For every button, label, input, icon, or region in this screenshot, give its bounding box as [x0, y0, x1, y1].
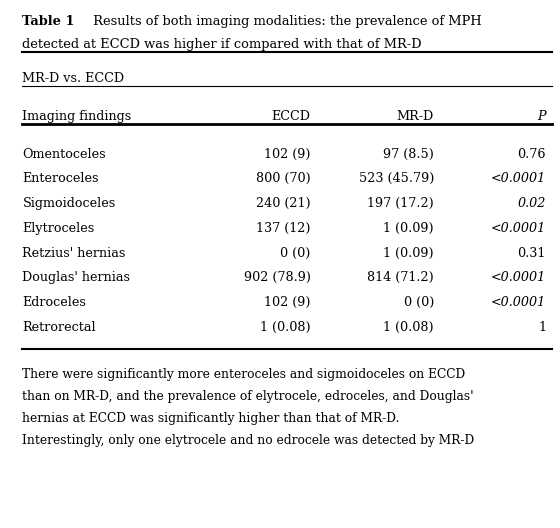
Text: 0 (0): 0 (0) [404, 296, 434, 309]
Text: MR-D: MR-D [396, 110, 434, 124]
Text: 800 (70): 800 (70) [256, 172, 311, 185]
Text: P: P [538, 110, 546, 124]
Text: hernias at ECCD was significantly higher than that of MR-D.: hernias at ECCD was significantly higher… [22, 412, 400, 426]
Text: Results of both imaging modalities: the prevalence of MPH: Results of both imaging modalities: the … [85, 15, 482, 28]
Text: Table 1: Table 1 [22, 15, 75, 28]
Text: detected at ECCD was higher if compared with that of MR-D: detected at ECCD was higher if compared … [22, 38, 422, 51]
Text: Sigmoidoceles: Sigmoidoceles [22, 197, 116, 210]
Text: 1 (0.08): 1 (0.08) [260, 320, 311, 334]
Text: than on MR-D, and the prevalence of elytrocele, edroceles, and Douglas': than on MR-D, and the prevalence of elyt… [22, 390, 474, 403]
Text: Omentoceles: Omentoceles [22, 148, 106, 161]
Text: ECCD: ECCD [272, 110, 311, 124]
Text: There were significantly more enteroceles and sigmoidoceles on ECCD: There were significantly more enterocele… [22, 369, 466, 381]
Text: 0 (0): 0 (0) [281, 247, 311, 260]
Text: Interestingly, only one elytrocele and no edrocele was detected by MR-D: Interestingly, only one elytrocele and n… [22, 435, 475, 447]
Text: 240 (21): 240 (21) [256, 197, 311, 210]
Text: 814 (71.2): 814 (71.2) [367, 271, 434, 284]
Text: 902 (78.9): 902 (78.9) [244, 271, 311, 284]
Text: Retrorectal: Retrorectal [22, 320, 96, 334]
Text: Elytroceles: Elytroceles [22, 222, 95, 235]
Text: 0.31: 0.31 [517, 247, 546, 260]
Text: 97 (8.5): 97 (8.5) [383, 148, 434, 161]
Text: 102 (9): 102 (9) [264, 148, 311, 161]
Text: Imaging findings: Imaging findings [22, 110, 132, 124]
Text: <0.0001: <0.0001 [491, 172, 546, 185]
Text: <0.0001: <0.0001 [491, 296, 546, 309]
Text: MR-D vs. ECCD: MR-D vs. ECCD [22, 72, 124, 85]
Text: 1 (0.08): 1 (0.08) [384, 320, 434, 334]
Text: 102 (9): 102 (9) [264, 296, 311, 309]
Text: 137 (12): 137 (12) [256, 222, 311, 235]
Text: 0.76: 0.76 [517, 148, 546, 161]
Text: 523 (45.79): 523 (45.79) [358, 172, 434, 185]
Text: 197 (17.2): 197 (17.2) [367, 197, 434, 210]
Text: Retzius' hernias: Retzius' hernias [22, 247, 126, 260]
Text: 1: 1 [538, 320, 546, 334]
Text: Enteroceles: Enteroceles [22, 172, 99, 185]
Text: Douglas' hernias: Douglas' hernias [22, 271, 130, 284]
Text: Edroceles: Edroceles [22, 296, 86, 309]
Text: <0.0001: <0.0001 [491, 271, 546, 284]
Text: 1 (0.09): 1 (0.09) [384, 222, 434, 235]
Text: <0.0001: <0.0001 [491, 222, 546, 235]
Text: 1 (0.09): 1 (0.09) [384, 247, 434, 260]
Text: 0.02: 0.02 [517, 197, 546, 210]
